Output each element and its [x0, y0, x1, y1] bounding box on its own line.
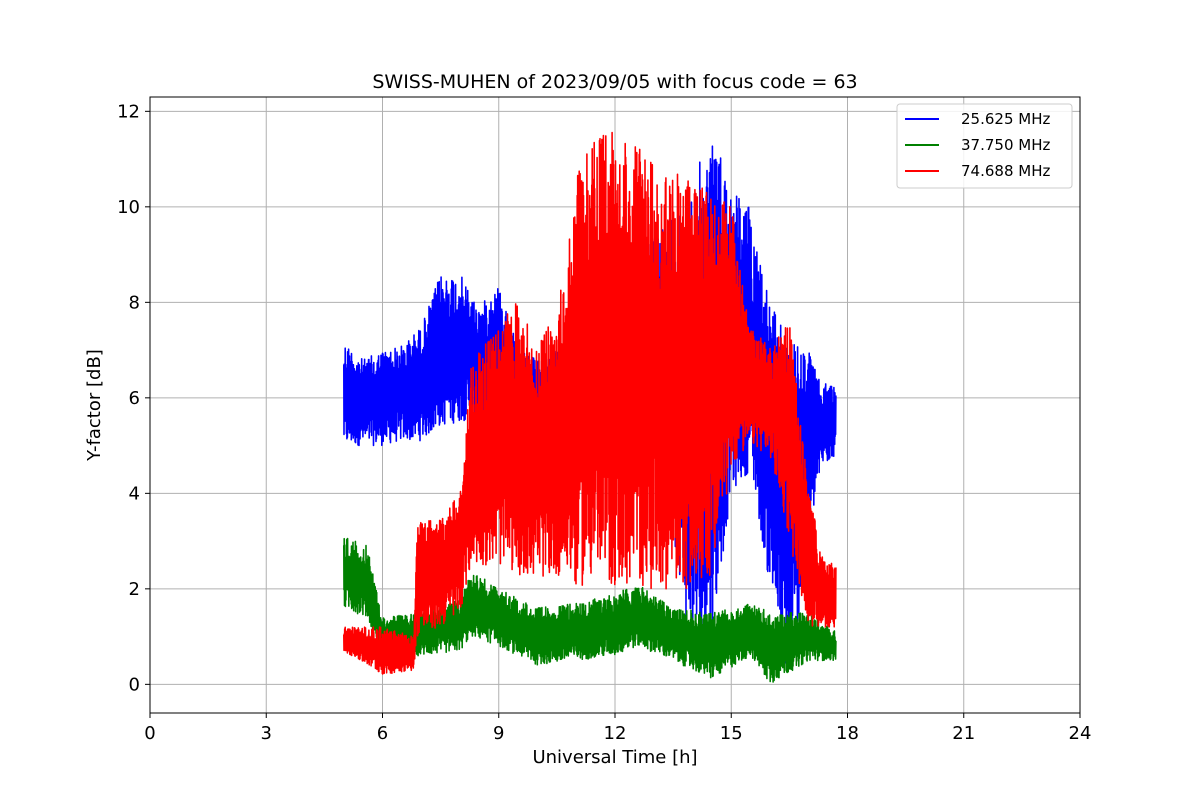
series-layer	[343, 131, 837, 683]
y-axis-label: Y-factor [dB]	[84, 349, 105, 462]
y-tick-label: 10	[117, 197, 140, 218]
x-tick-label: 15	[720, 723, 743, 744]
chart-title: SWISS-MUHEN of 2023/09/05 with focus cod…	[372, 71, 857, 93]
x-tick-label: 0	[144, 723, 155, 744]
x-axis-label: Universal Time [h]	[532, 747, 697, 768]
legend-box	[896, 103, 1073, 189]
y-tick-label: 6	[129, 388, 140, 409]
legend-label: 37.750 MHz	[961, 136, 1050, 154]
y-tick-label: 8	[129, 292, 140, 313]
x-tick-label: 24	[1069, 723, 1092, 744]
x-tick-label: 9	[493, 723, 504, 744]
y-tick-label: 0	[129, 674, 140, 695]
y-tick-label: 2	[129, 579, 140, 600]
x-tick-label: 12	[604, 723, 627, 744]
x-tick-label: 18	[836, 723, 859, 744]
y-tick-label: 4	[129, 483, 140, 504]
series-line-2	[343, 537, 837, 683]
x-tick-label: 3	[261, 723, 272, 744]
legend-label: 74.688 MHz	[961, 162, 1050, 180]
legend: 25.625 MHz 37.750 MHz 74.688 MHz	[896, 103, 1073, 189]
series-line-3	[343, 131, 837, 675]
y-tick-label: 12	[117, 101, 140, 122]
x-tick-label: 21	[952, 723, 975, 744]
x-tick-label: 6	[377, 723, 388, 744]
legend-label: 25.625 MHz	[961, 110, 1050, 128]
